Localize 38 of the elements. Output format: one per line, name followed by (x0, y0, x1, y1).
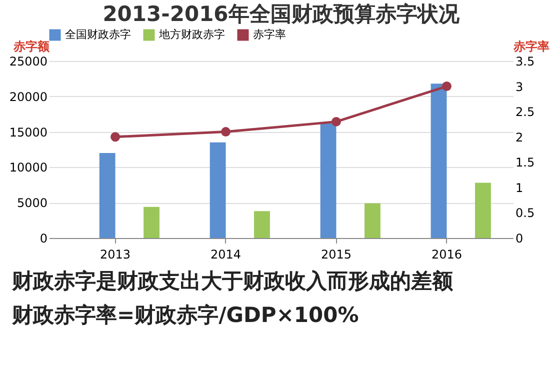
y2-tick-label: 0 (516, 232, 524, 246)
bar (364, 203, 380, 238)
y-axis-title: 赤字额 (12, 40, 50, 54)
point (221, 127, 231, 137)
bar (320, 123, 336, 238)
bar (144, 206, 160, 238)
text: 财政赤字是财政支出大于财政收入而形成的差额 (12, 268, 454, 295)
y2-tick-label: 2.5 (516, 105, 535, 120)
y-tick-label: 25000 (9, 54, 48, 68)
y2-tick-label: 3.5 (516, 54, 535, 68)
y2-tick-label: 1.5 (516, 156, 535, 170)
point (331, 116, 341, 126)
y2-tick-label: 3 (516, 80, 524, 94)
y-tick-label: 5000 (16, 196, 48, 210)
point (442, 82, 452, 92)
x-tick-label: 2016 (431, 248, 462, 262)
y-tick-label: 15000 (9, 125, 48, 140)
x-tick-label: 2015 (320, 248, 352, 262)
bar (99, 153, 116, 238)
bar (210, 142, 226, 238)
x-tick-label: 2013 (100, 248, 131, 262)
bar (254, 211, 270, 238)
y-tick-label: 20000 (9, 90, 48, 104)
bar (430, 84, 447, 238)
legend-label: 全国财政赤字 (65, 28, 131, 41)
y2-tick-label: 0.5 (516, 206, 535, 220)
y2-axis-title: 赤字率 (512, 40, 550, 54)
bar (474, 182, 491, 238)
text: 财政赤字率=财政赤字/GDP×100% (12, 302, 360, 329)
x-tick-label: 2014 (210, 248, 242, 262)
y-tick-label: 10000 (9, 160, 48, 175)
legend-label: 地方财政赤字 (158, 28, 225, 41)
y2-tick-label: 1 (516, 180, 524, 195)
y-tick-label: 0 (40, 232, 48, 246)
legend-label: 赤字率 (253, 28, 286, 41)
chart-title: 2013-2016年全国财政预算赤字状况 (102, 2, 460, 26)
point (110, 132, 120, 142)
y2-tick-label: 2 (516, 130, 524, 144)
